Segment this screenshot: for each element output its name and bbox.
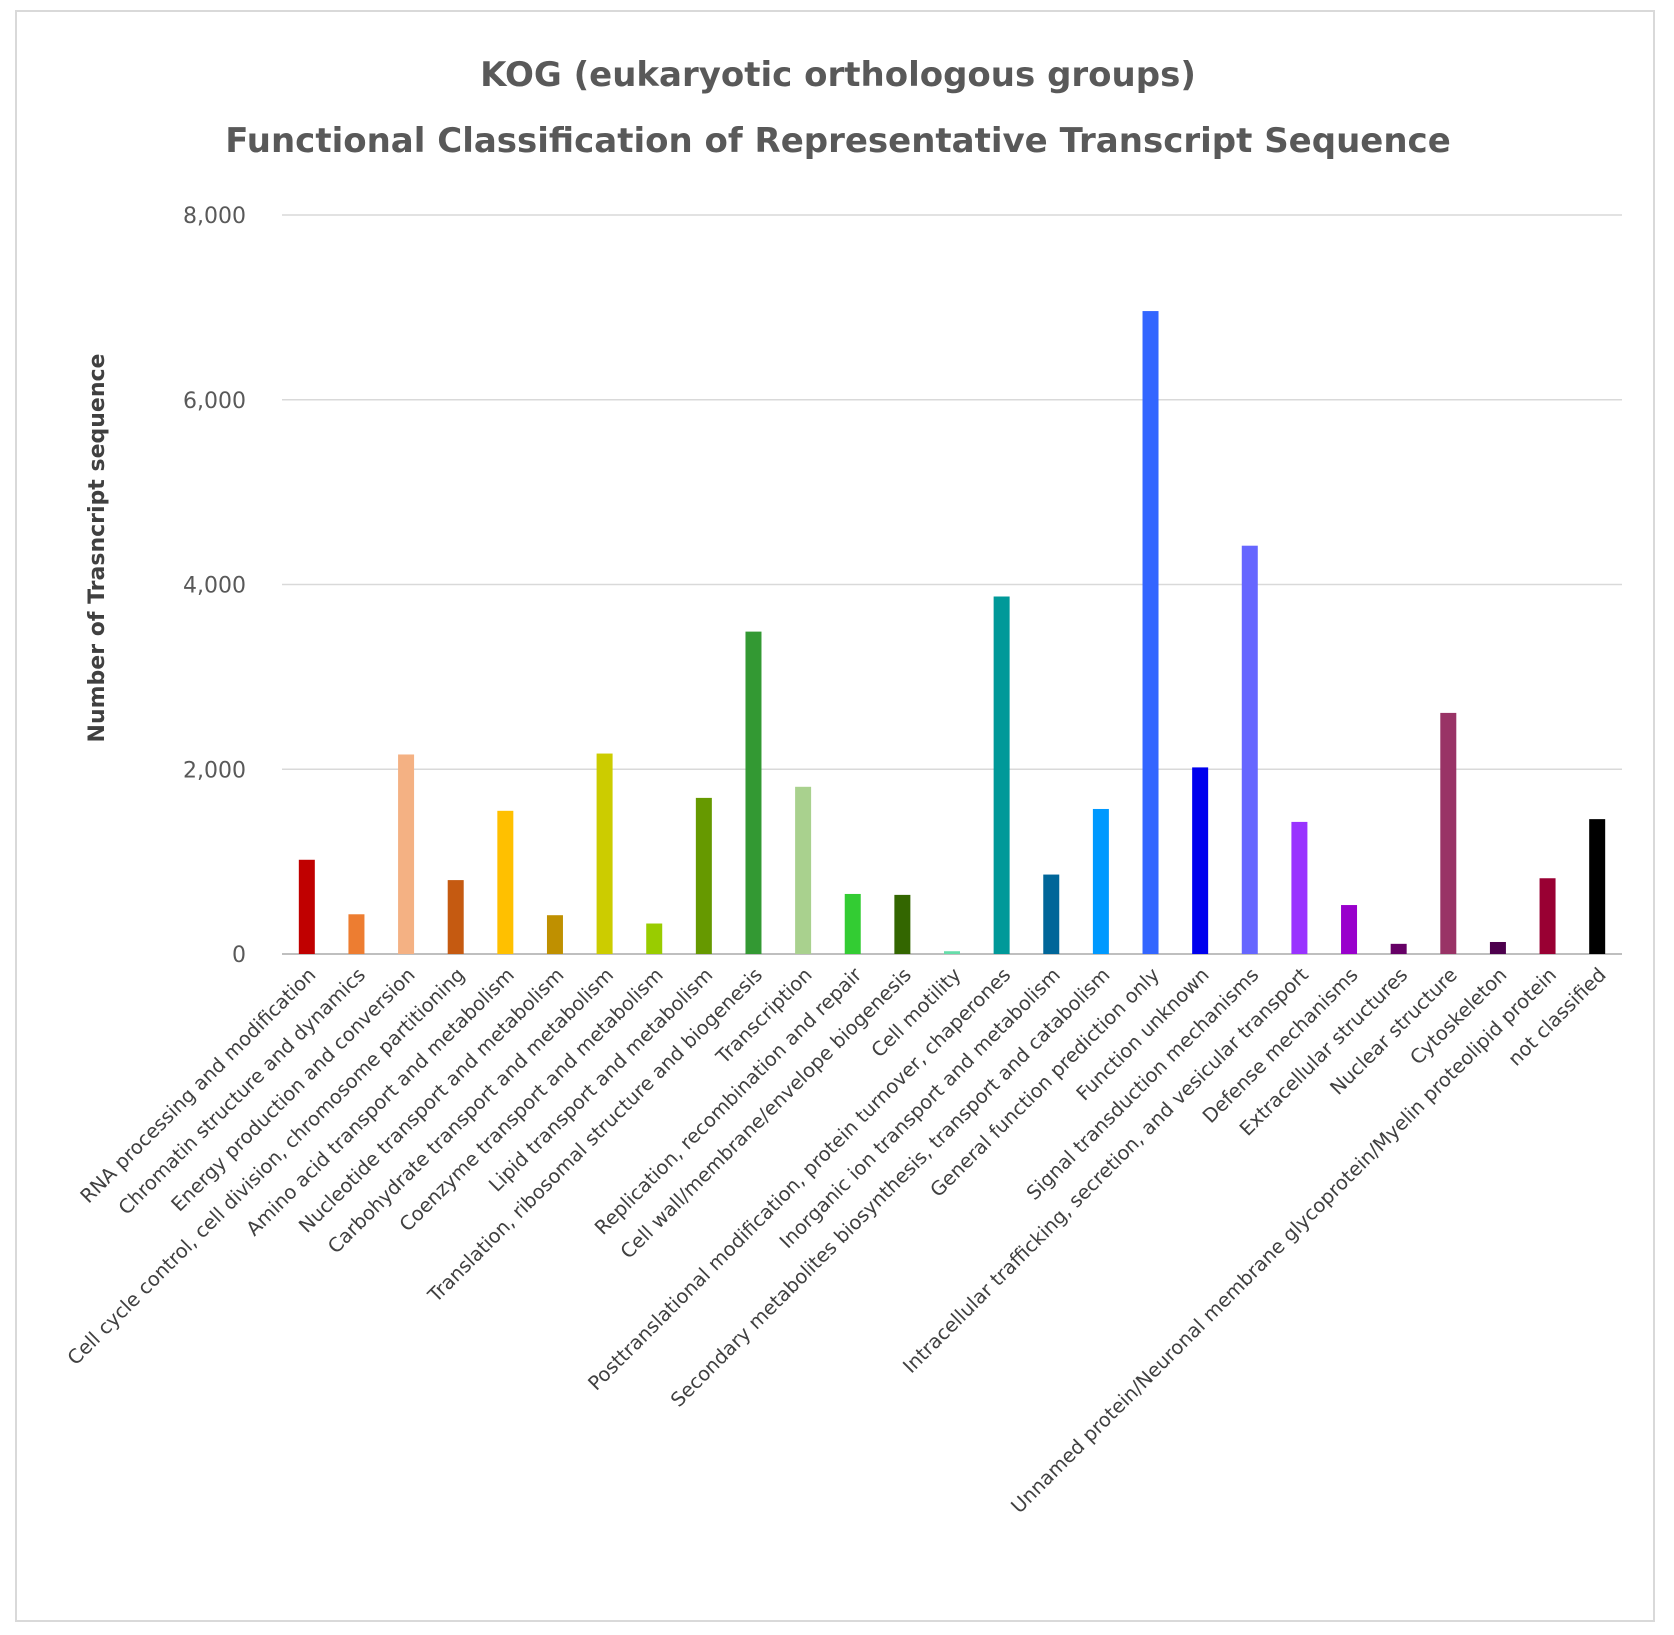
bar — [298, 859, 315, 954]
bar — [1589, 819, 1606, 954]
bar — [1142, 311, 1159, 954]
bar — [745, 631, 762, 954]
bar — [1241, 545, 1258, 954]
y-tick-label: 8,000 — [183, 204, 246, 229]
y-tick-label: 2,000 — [183, 758, 246, 783]
bar — [1440, 712, 1457, 954]
bar — [1043, 874, 1060, 954]
bar — [894, 894, 911, 954]
category-labels: RNA processing and modificationChromatin… — [63, 963, 1611, 1518]
chart-frame — [15, 10, 1655, 1622]
bar — [1192, 767, 1209, 954]
bar — [695, 797, 712, 954]
bar — [1291, 821, 1308, 954]
y-tick-label: 0 — [232, 943, 246, 968]
bar — [546, 915, 563, 954]
bar — [1341, 905, 1358, 954]
gridlines — [282, 214, 1622, 955]
y-tick-labels: 0 2,000 4,000 6,000 8,000 — [183, 204, 246, 968]
bar — [1390, 943, 1407, 954]
bar — [1489, 941, 1506, 954]
bar — [944, 951, 960, 954]
bar — [348, 914, 365, 954]
chart-subtitle: Functional Classification of Representat… — [225, 121, 1451, 161]
bar — [596, 753, 613, 954]
bar — [398, 754, 415, 954]
bar — [795, 786, 812, 954]
bar — [447, 880, 464, 954]
bar — [497, 810, 514, 954]
bar — [646, 923, 663, 954]
y-tick-label: 4,000 — [183, 574, 246, 599]
bar — [993, 596, 1010, 954]
y-tick-label: 6,000 — [183, 389, 246, 414]
bar — [1539, 878, 1556, 954]
chart-title: KOG (eukaryotic orthologous groups) — [480, 55, 1196, 95]
bar — [844, 893, 861, 954]
bars — [298, 311, 1606, 954]
bar — [1092, 808, 1109, 954]
y-axis-label: Number of Trasncript sequence — [85, 354, 110, 743]
